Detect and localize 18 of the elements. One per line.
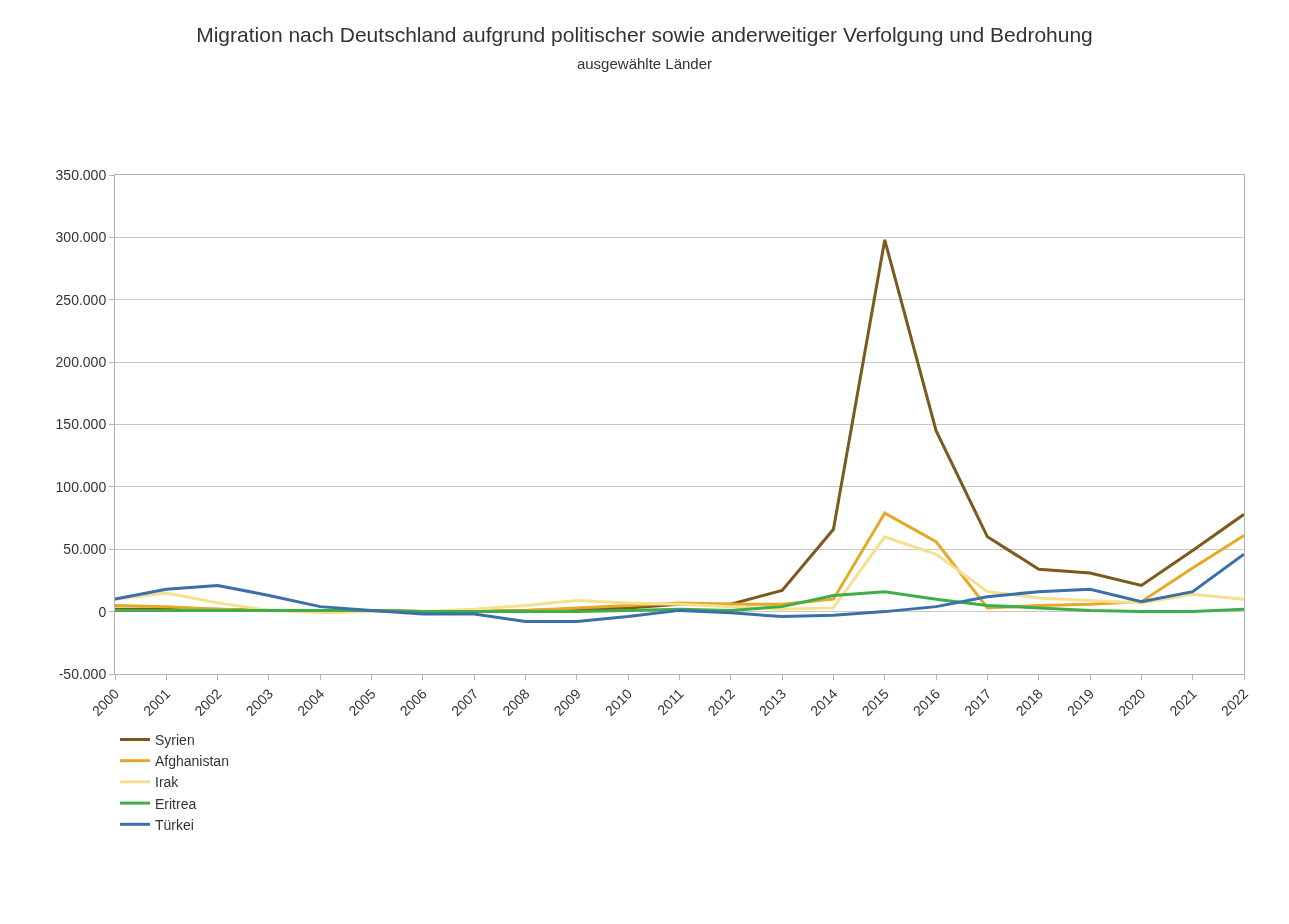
y-tick-label: 0	[98, 603, 107, 620]
line-series	[115, 590, 1244, 614]
y-tick-label: 50.000	[63, 541, 107, 558]
y-tick-label: 350.000	[55, 166, 107, 183]
y-tick-label: 200.000	[55, 354, 107, 371]
legend-label: Afghanistan	[155, 753, 229, 770]
line-series	[115, 552, 1244, 624]
y-tick-label: 250.000	[55, 291, 107, 308]
y-tick-label: 150.000	[55, 416, 107, 433]
legend-label: Syrien	[155, 731, 195, 748]
y-tick-label: 100.000	[55, 478, 107, 495]
chart-subtitle: ausgewählte Länder	[576, 54, 713, 72]
legend-label: Türkei	[155, 816, 194, 833]
y-tick-label: -50.000	[58, 665, 107, 682]
legend-label: Eritrea	[155, 795, 197, 812]
chart-title: Migration nach Deutschland aufgrund politischer sowie anderweitiger Verfolgung und Bedrohung	[196, 22, 1093, 46]
y-tick-label: 300.000	[55, 229, 107, 246]
legend-label: Irak	[155, 774, 180, 791]
